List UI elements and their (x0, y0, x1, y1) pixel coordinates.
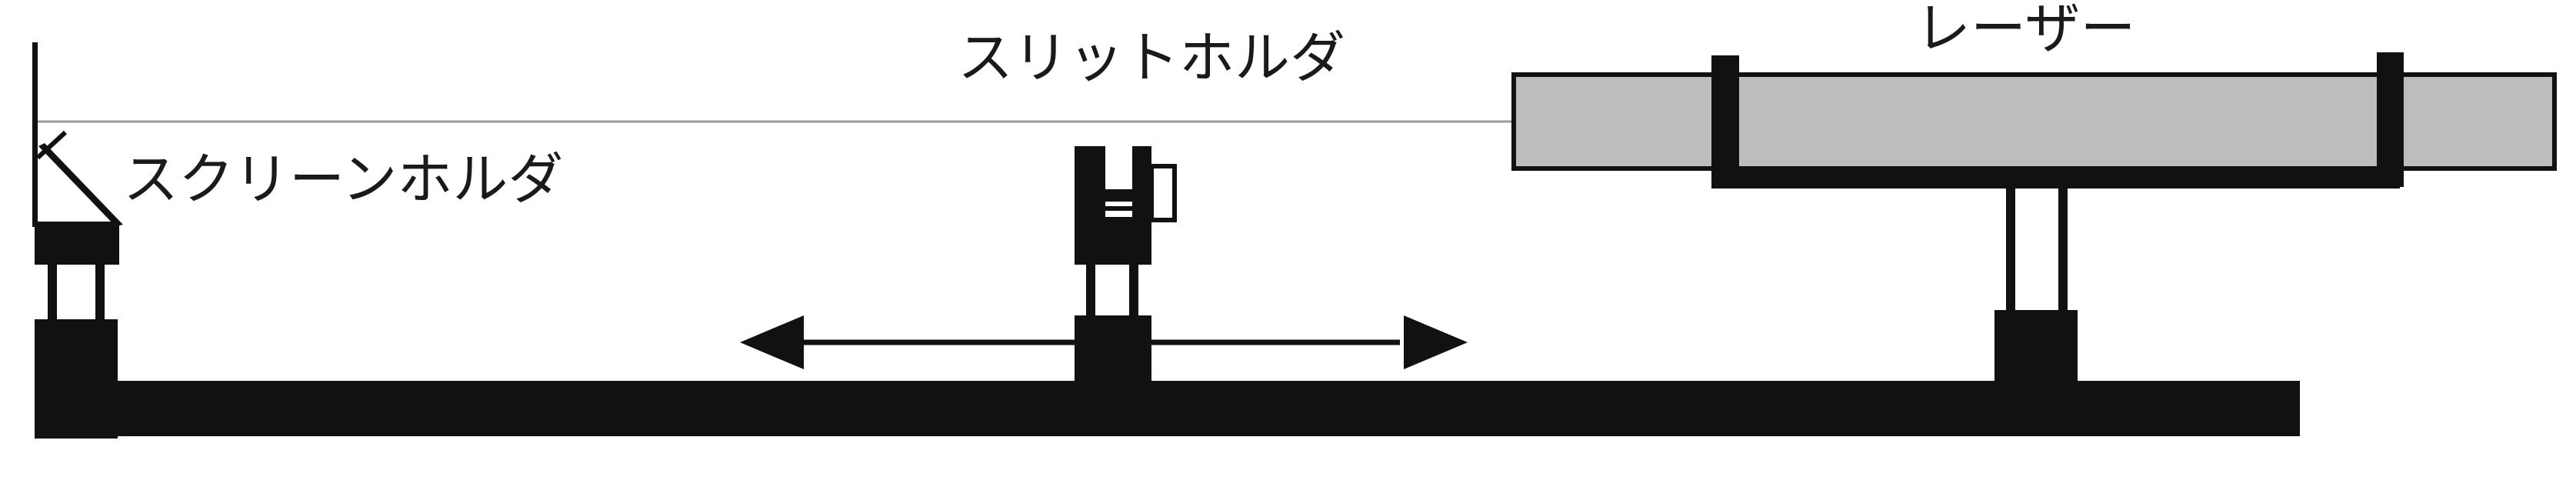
screen-holder-label: スクリーンホルダ (123, 147, 563, 212)
slit-holder-clamp (1075, 217, 1151, 265)
screen-holder-post-right (95, 262, 105, 323)
double-headed-arrow-icon (740, 315, 1468, 369)
screen-holder-clamp (35, 222, 119, 265)
slit-frame (1149, 164, 1177, 222)
slit-holder (1075, 146, 1177, 385)
screen-brace (38, 143, 123, 226)
slit-holder-bridge (1105, 189, 1132, 198)
slit-holder-post-right (1129, 262, 1138, 319)
screen-holder (32, 42, 123, 439)
slit-holder-base (1075, 315, 1151, 385)
slit-holder-post-left (1086, 262, 1095, 319)
laser-label: レーザー (1915, 0, 2136, 61)
laser (1511, 52, 2557, 391)
screen-holder-base (35, 319, 118, 439)
slit-holder-label: スリットホルダ (958, 25, 1345, 90)
screen-brace-top (35, 130, 68, 160)
slit-plate-line-1 (1105, 197, 1136, 202)
screen-holder-post-left (48, 262, 57, 323)
laser-post-right (2058, 185, 2068, 315)
slit-holder-upright-left (1075, 146, 1105, 220)
optical-rail (35, 381, 2300, 436)
screen-plate (32, 42, 38, 227)
laser-post-left (2006, 185, 2015, 315)
slit-plate-line-2 (1105, 206, 1136, 211)
laser-base (1994, 310, 2078, 391)
